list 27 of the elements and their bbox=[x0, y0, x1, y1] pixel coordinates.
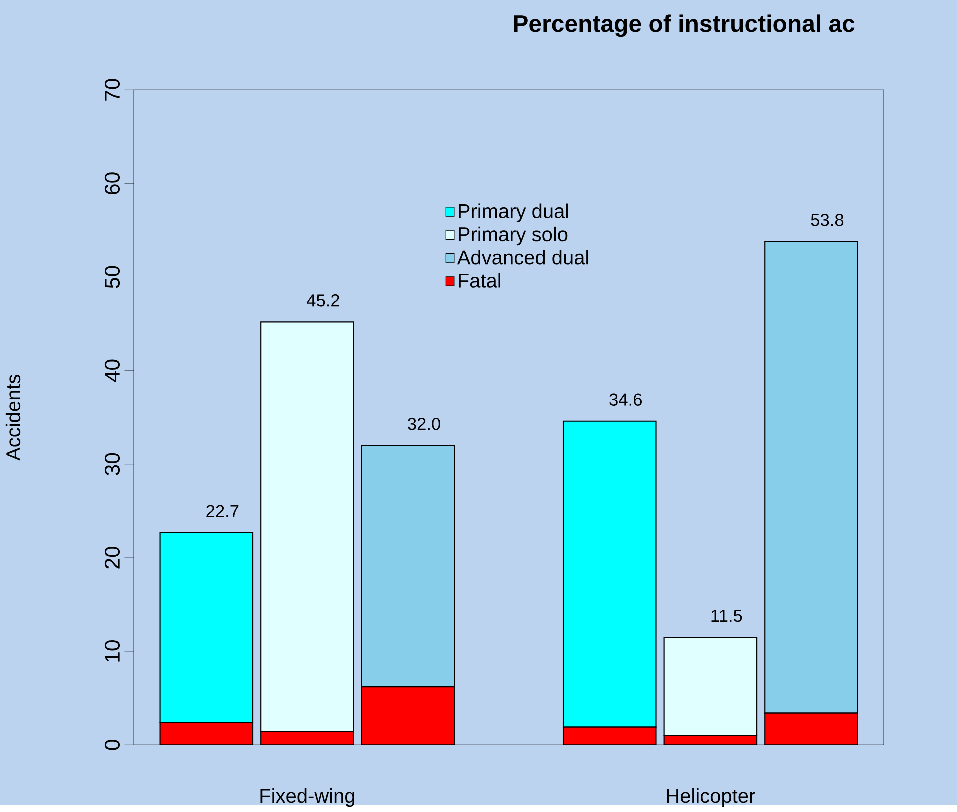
y-axis-title: Accidents bbox=[6, 375, 21, 462]
bar bbox=[562, 727, 657, 746]
legend-label: Primary solo bbox=[459, 227, 568, 246]
y-tick-label: 40 bbox=[104, 360, 120, 382]
y-tick-label: 10 bbox=[104, 640, 120, 662]
chart-title: Percentage of instructional ac bbox=[514, 14, 855, 38]
y-tick-label: 0 bbox=[104, 740, 120, 750]
total-label: 34.6 bbox=[610, 394, 642, 406]
total-label: 45.2 bbox=[306, 294, 340, 308]
y-tick-label: 20 bbox=[104, 547, 120, 569]
bar bbox=[160, 722, 254, 746]
bar bbox=[261, 732, 354, 746]
total-label: 22.7 bbox=[206, 505, 239, 518]
y-tick-label: 70 bbox=[104, 79, 120, 102]
legend-label: Advanced dual bbox=[457, 250, 588, 265]
y-tick-label: 30 bbox=[104, 454, 120, 476]
y-tick-label: 50 bbox=[104, 266, 120, 288]
bar bbox=[362, 687, 455, 746]
x-tick-label: Helicopter bbox=[667, 788, 756, 808]
total-label: 53.8 bbox=[811, 214, 844, 227]
legend-label: Primary dual bbox=[459, 204, 568, 223]
total-label: 32.0 bbox=[408, 418, 440, 431]
legend-label: Fatal bbox=[459, 273, 501, 288]
bar bbox=[764, 712, 858, 746]
x-tick-label: Fixed-wing bbox=[260, 788, 354, 808]
total-label: 11.5 bbox=[712, 610, 742, 622]
y-tick-label: 60 bbox=[104, 172, 120, 195]
